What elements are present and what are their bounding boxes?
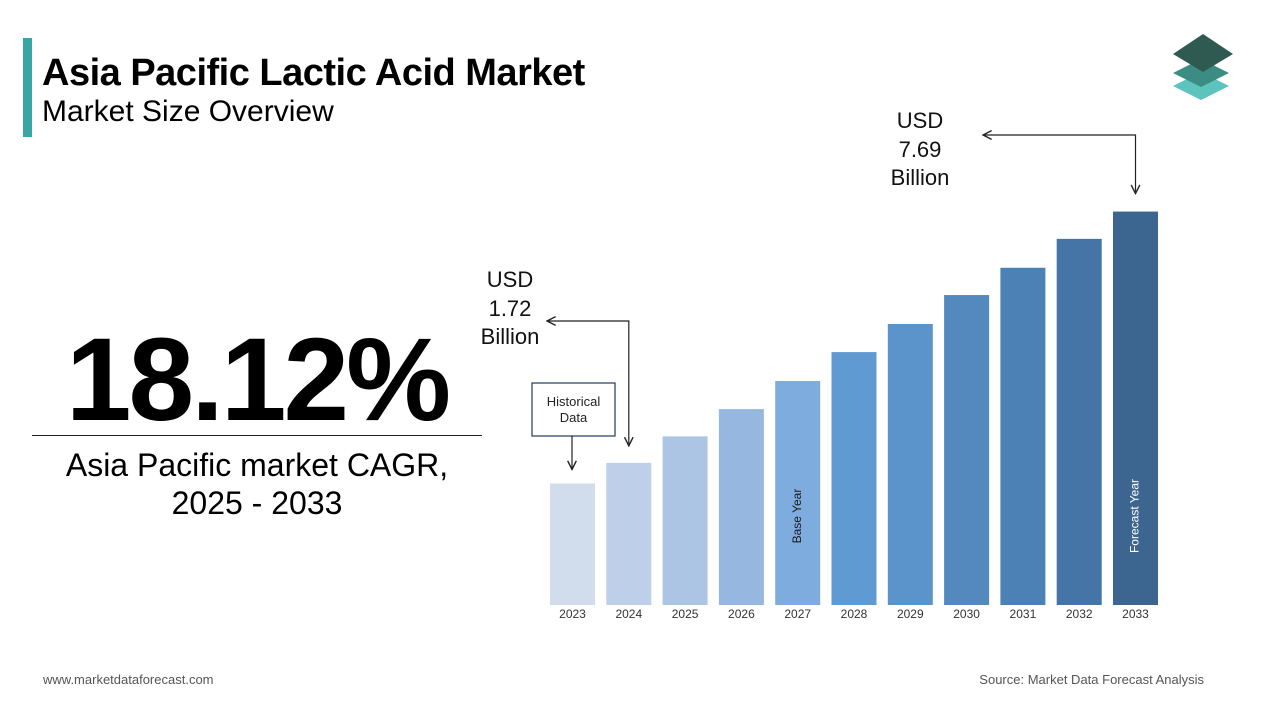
bar-2024 [606, 462, 652, 605]
bar-label-forecast-year: Forecast Year [1128, 479, 1142, 553]
x-tick-label-2031: 2031 [1010, 607, 1037, 621]
x-tick-label-2024: 2024 [615, 607, 642, 621]
x-tick-label-2033: 2033 [1122, 607, 1149, 621]
x-tick-label-2029: 2029 [897, 607, 924, 621]
end-value-currency: USD [897, 108, 943, 133]
start-value-unit: Billion [481, 324, 540, 349]
annotations-layer: USD 7.69 Billion USD 1.72 Billion HistoricalDa… [481, 108, 1136, 470]
bar-2028 [831, 352, 877, 605]
page-title: Asia Pacific Lactic Acid Market [42, 52, 585, 94]
historical-data-frame [531, 382, 616, 437]
cagr-divider [32, 435, 482, 436]
x-tick-label-2027: 2027 [784, 607, 811, 621]
start-value-arrow [547, 321, 629, 446]
bar-2029 [887, 323, 933, 605]
stacked-layers-logo-icon [1173, 34, 1233, 100]
logo-layer-top [1173, 34, 1233, 72]
title-accent-bar [23, 38, 32, 137]
bar-2032 [1056, 238, 1102, 606]
historical-data-label-line2: Data [560, 410, 588, 425]
end-value-unit: Billion [891, 165, 950, 190]
x-tick-labels: 2023 2024 2025 2026 2027 Base Year 2028 2029 203… [559, 479, 1149, 621]
bar-2026 [718, 409, 764, 605]
annotation-end-value: USD 7.69 Billion [891, 108, 1136, 194]
logo-layer-middle [1173, 59, 1229, 87]
bar-2030 [944, 295, 990, 605]
bar-2031 [1000, 267, 1046, 605]
bars-layer [550, 211, 1158, 606]
x-tick-label-2028: 2028 [841, 607, 868, 621]
bar-2025 [662, 436, 708, 605]
footer-source: Source: Market Data Forecast Analysis [979, 672, 1204, 687]
cagr-caption-line1: Asia Pacific market CAGR, [65, 447, 449, 483]
x-tick-label-2030: 2030 [953, 607, 980, 621]
annotation-start-value: USD 1.72 Billion [481, 267, 629, 446]
x-tick-label-2023: 2023 [559, 607, 586, 621]
end-value-amount: 7.69 [899, 137, 942, 162]
start-value-amount: 1.72 [489, 296, 532, 321]
cagr-value: 18.12% [65, 314, 451, 446]
bar-2023 [550, 483, 595, 605]
x-tick-label-2025: 2025 [672, 607, 699, 621]
historical-data-label-line1: Historical [547, 394, 601, 409]
x-tick-label-2026: 2026 [728, 607, 755, 621]
cagr-caption: Asia Pacific market CAGR, 2025 - 2033 [32, 446, 482, 522]
end-value-arrow [983, 135, 1136, 194]
footer-website: www.marketdataforecast.com [43, 672, 214, 687]
x-tick-label-2032: 2032 [1066, 607, 1093, 621]
bar-2033 [1113, 211, 1158, 606]
cagr-caption-line2: 2025 - 2033 [171, 485, 343, 521]
bar-label-base-year: Base Year [790, 489, 804, 544]
bar-2027 [775, 381, 821, 605]
page-subtitle: Market Size Overview [42, 95, 334, 128]
start-value-currency: USD [487, 267, 533, 292]
